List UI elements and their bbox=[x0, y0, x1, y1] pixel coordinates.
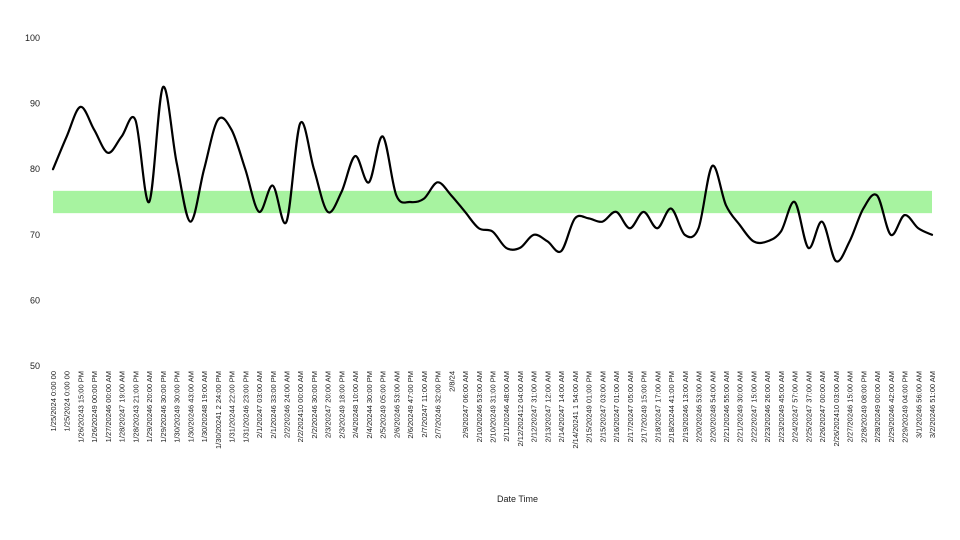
x-tick-label: 1/31/20246 23:00 PM bbox=[241, 371, 250, 443]
x-tick-label: 2/12/20247 31:00 AM bbox=[530, 371, 539, 442]
x-tick-label: 2/10/20249 31:00 PM bbox=[489, 371, 498, 443]
x-tick-label: 1/30/20249 30:00 PM bbox=[173, 371, 182, 443]
x-tick-label: 2/29/20246 42:00 AM bbox=[887, 371, 896, 442]
x-tick-label: 1/30/20241 2 24:00 PM bbox=[214, 371, 223, 449]
y-tick-label: 80 bbox=[30, 164, 40, 174]
x-tick-label: 1/28/20247 19:00 AM bbox=[118, 371, 127, 442]
x-tick-label: 2/2/202410 00:00 AM bbox=[296, 371, 305, 442]
series-line bbox=[51, 86, 934, 263]
x-tick-label: 2/23/20249 45:00 AM bbox=[777, 371, 786, 442]
x-tick-label: 2/15/20247 03:00 AM bbox=[598, 371, 607, 442]
x-tick-label: 2/4/20244 30:00 PM bbox=[365, 371, 374, 439]
x-tick-label: 2/1/20247 03:00 AM bbox=[255, 371, 264, 438]
x-tick-label: 1/30/20246 43:00 AM bbox=[186, 371, 195, 442]
x-tick-label: 2/2/20246 30:00 PM bbox=[310, 371, 319, 439]
x-tick-label: 2/28/20249 08:00 PM bbox=[859, 371, 868, 443]
x-tick-label: 2/6/20249 47:00 PM bbox=[406, 371, 415, 439]
x-tick-label: 2/14/20247 14:00 AM bbox=[557, 371, 566, 442]
x-tick-label: 2/11/20246 48:00 AM bbox=[502, 371, 511, 442]
x-tick-label: 1/26/20243 15:00 PM bbox=[76, 371, 85, 443]
x-tick-label: 2/16/20247 01:00 AM bbox=[612, 371, 621, 442]
x-axis-ticks: 1/25/2024 0:00 00 1/25/2024 0:00 00 1/26/2… bbox=[49, 371, 937, 449]
x-tick-label: 2/7/20247 11:00 AM bbox=[420, 371, 429, 438]
x-tick-label: 2/21/20249 30:00 AM bbox=[736, 371, 745, 442]
y-tick-label: 50 bbox=[30, 361, 40, 371]
x-tick-label: 2/5/20249 05:00 PM bbox=[379, 371, 388, 439]
x-tick-label: 2/26/20247 00:00 AM bbox=[818, 371, 827, 442]
y-tick-label: 90 bbox=[30, 99, 40, 109]
x-tick-label: 2/20/20248 54:00 AM bbox=[708, 371, 717, 442]
x-tick-label: 1/30/20248 19:00 AM bbox=[200, 371, 209, 442]
x-tick-label: 3/2/20246 51:00 AM bbox=[928, 371, 937, 438]
x-tick-label: 2/9/20247 06:00 AM bbox=[461, 371, 470, 438]
x-tick-label: 2/26/202410 03:00 AM bbox=[832, 371, 841, 446]
x-tick-label: 2/3/20249 18:00 PM bbox=[337, 371, 346, 439]
x-tick-label: 2/12/202412 04:00 AM bbox=[516, 371, 525, 446]
x-tick-label: 2/6/20246 53:00 AM bbox=[392, 371, 401, 438]
target-band bbox=[53, 190, 932, 214]
x-axis-title: Date Time bbox=[497, 494, 538, 504]
x-tick-label: 1/27/20246 00:00 AM bbox=[104, 371, 113, 442]
x-tick-label: 2/14/20241 1 54:00 AM bbox=[571, 371, 580, 449]
x-tick-label: 2/17/20247 05:00 AM bbox=[626, 371, 635, 442]
x-tick-label: 2/25/20247 37:00 AM bbox=[804, 371, 813, 442]
x-tick-label: 2/4/20248 10:00 AM bbox=[351, 371, 360, 438]
x-tick-label: 2/19/20246 13:00 AM bbox=[681, 371, 690, 442]
x-tick-label: 2/7/20246 32:00 PM bbox=[434, 371, 443, 439]
x-tick-label: 2/24/20247 57:00 AM bbox=[791, 371, 800, 442]
x-tick-label: 2/20/20246 53:00 AM bbox=[695, 371, 704, 442]
x-tick-label: 2/8/24 bbox=[447, 371, 456, 392]
x-tick-label: 2/21/20246 55:00 AM bbox=[722, 371, 731, 442]
x-tick-label: 2/3/20247 20:00 AM bbox=[324, 371, 333, 438]
x-tick-label: 1/25/2024 0:00 00 bbox=[63, 371, 72, 431]
x-tick-label: 1/29/20246 20:00 AM bbox=[145, 371, 154, 442]
x-tick-label: 2/15/20249 01:00 PM bbox=[585, 371, 594, 443]
x-tick-label: 2/10/20246 53:00 AM bbox=[475, 371, 484, 442]
x-tick-label: 2/22/20247 15:00 AM bbox=[749, 371, 758, 442]
x-tick-label: 2/18/20244 41:00 PM bbox=[667, 371, 676, 443]
y-tick-label: 70 bbox=[30, 230, 40, 240]
y-axis-ticks: 50 60 70 80 90 100 bbox=[25, 33, 40, 371]
x-tick-label: 2/2/20246 24:00 AM bbox=[282, 371, 291, 438]
x-tick-label: 1/28/20243 21:00 PM bbox=[131, 371, 140, 443]
x-tick-label: 3/1/20246 56:00 AM bbox=[914, 371, 923, 438]
x-tick-label: 2/28/20249 00:00 AM bbox=[873, 371, 882, 442]
y-tick-label: 60 bbox=[30, 295, 40, 305]
x-tick-label: 1/25/2024 0:00 00 bbox=[49, 371, 58, 431]
x-tick-label: 2/1/20246 33:00 PM bbox=[269, 371, 278, 439]
x-tick-label: 2/27/20246 15:00 AM bbox=[846, 371, 855, 442]
x-tick-label: 1/26/20249 00:00 PM bbox=[90, 371, 99, 443]
x-tick-label: 2/18/20247 17:00 AM bbox=[653, 371, 662, 442]
x-tick-label: 2/23/20246 26:00 AM bbox=[763, 371, 772, 442]
x-tick-label: 1/29/20246 30:00 PM bbox=[159, 371, 168, 443]
x-tick-label: 2/29/20249 04:00 PM bbox=[901, 371, 910, 443]
x-tick-label: 1/31/20244 22:00 PM bbox=[228, 371, 237, 443]
y-tick-label: 100 bbox=[25, 33, 40, 43]
x-tick-label: 2/13/20247 12:00 AM bbox=[543, 371, 552, 442]
x-tick-label: 2/17/20249 15:00 PM bbox=[640, 371, 649, 443]
